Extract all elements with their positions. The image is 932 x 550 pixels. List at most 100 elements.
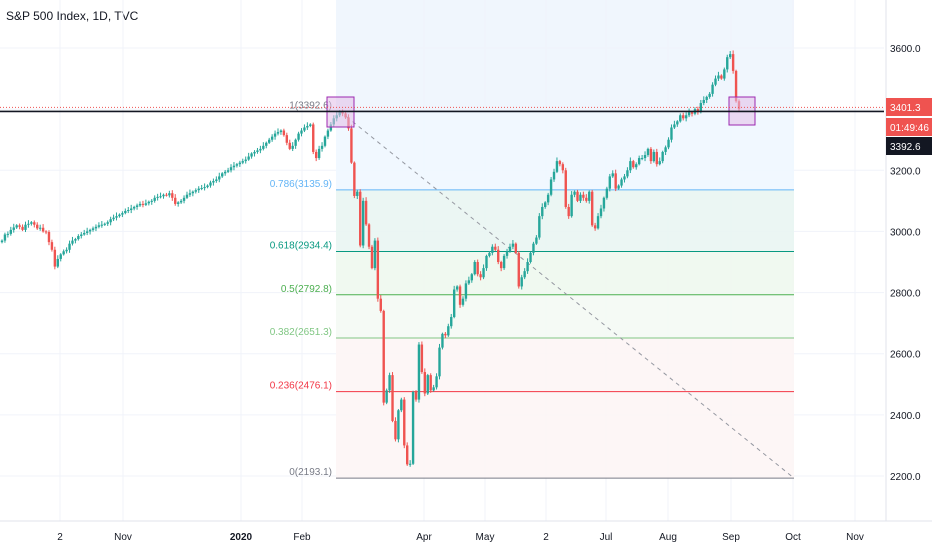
price-label-text: 3392.6: [890, 142, 921, 153]
candle-body: [12, 227, 15, 230]
candle: [282, 128, 286, 137]
x-tick-label: 2: [57, 532, 63, 543]
candle-body: [361, 200, 365, 246]
candle: [47, 230, 51, 246]
candle: [555, 157, 559, 174]
candle-body: [479, 274, 482, 278]
candle: [588, 190, 591, 204]
candle: [65, 247, 68, 254]
candle: [379, 295, 382, 313]
candle-body: [538, 216, 541, 238]
candle: [520, 274, 523, 290]
candle-body: [259, 148, 262, 151]
candle-body: [429, 375, 432, 391]
candle: [323, 135, 327, 148]
time-range-shade: [336, 0, 794, 112]
candle-body: [270, 136, 274, 140]
y-tick-label: 3000.0: [890, 227, 921, 238]
candle-body: [206, 185, 209, 188]
candle-body: [400, 399, 403, 411]
candle: [27, 220, 30, 228]
candle: [376, 237, 380, 302]
candle-body: [623, 176, 626, 180]
candle-body: [85, 231, 89, 233]
candle: [670, 124, 673, 143]
candle-body: [435, 376, 438, 388]
candle: [576, 189, 579, 203]
candle: [579, 192, 582, 203]
fib-zones: [336, 111, 794, 479]
candle-body: [138, 203, 142, 206]
candle: [485, 254, 488, 271]
price-label-bg: [886, 98, 932, 116]
candle: [403, 397, 406, 449]
candle-body: [473, 262, 476, 275]
candle: [620, 177, 623, 188]
candle-body: [544, 202, 547, 207]
candle-body: [723, 69, 726, 79]
candle: [118, 213, 121, 218]
candle-body: [179, 200, 183, 203]
candle-body: [18, 225, 21, 227]
candle: [209, 180, 212, 188]
candle-body: [297, 133, 300, 140]
candle: [91, 226, 95, 232]
candle-body: [185, 194, 189, 198]
candle-body: [406, 445, 409, 465]
candle: [188, 189, 192, 197]
candle: [479, 271, 482, 281]
x-tick-label: Aug: [659, 532, 677, 543]
price-label-tag: 3392.6: [886, 137, 932, 155]
chart-title: S&P 500 Index, 1D, TVC: [6, 9, 139, 23]
candle: [215, 176, 218, 183]
x-axis: 2 Nov 2020 Feb Apr May 2 Jul Aug Sep Oct Nov: [57, 532, 864, 543]
candle: [156, 193, 159, 201]
candle: [80, 232, 83, 239]
candle-body: [127, 210, 130, 212]
candle-body: [494, 246, 497, 250]
candle-body: [253, 151, 256, 154]
candle: [450, 313, 453, 329]
candle: [643, 151, 647, 162]
candle: [21, 224, 24, 232]
candle-body: [705, 96, 708, 100]
candle: [297, 131, 300, 142]
candle: [68, 240, 71, 253]
candle-body: [312, 124, 315, 152]
fib-level-label: 0.236(2476.1): [270, 381, 332, 392]
candle-body: [690, 112, 694, 114]
candle-body: [24, 224, 27, 230]
candle: [100, 221, 104, 228]
candle: [103, 222, 106, 226]
candle-body: [391, 375, 394, 421]
candle: [159, 192, 162, 199]
candle: [538, 213, 541, 240]
candle: [185, 191, 189, 200]
candle: [429, 373, 432, 393]
candle: [605, 186, 609, 200]
fib-level-label: 0.382(2651.3): [270, 327, 332, 338]
candle-body: [417, 344, 421, 400]
candle-body: [394, 420, 397, 440]
candle: [153, 195, 156, 203]
candle: [309, 123, 312, 128]
candle: [664, 145, 667, 155]
candle-body: [267, 139, 271, 143]
candle-body: [590, 191, 594, 226]
candle: [294, 138, 297, 149]
x-tick-label: Nov: [114, 532, 132, 543]
candle-body: [235, 164, 239, 166]
candle: [6, 231, 10, 238]
candle: [62, 249, 65, 256]
candle-body: [182, 197, 186, 201]
candle-body: [294, 139, 297, 146]
candle-body: [714, 78, 717, 85]
candle-body: [156, 196, 159, 198]
candle: [238, 160, 242, 167]
candle-body: [558, 161, 562, 165]
candle-body: [408, 463, 412, 465]
candle: [317, 145, 321, 160]
candle-body: [88, 229, 92, 232]
candle: [711, 82, 714, 97]
